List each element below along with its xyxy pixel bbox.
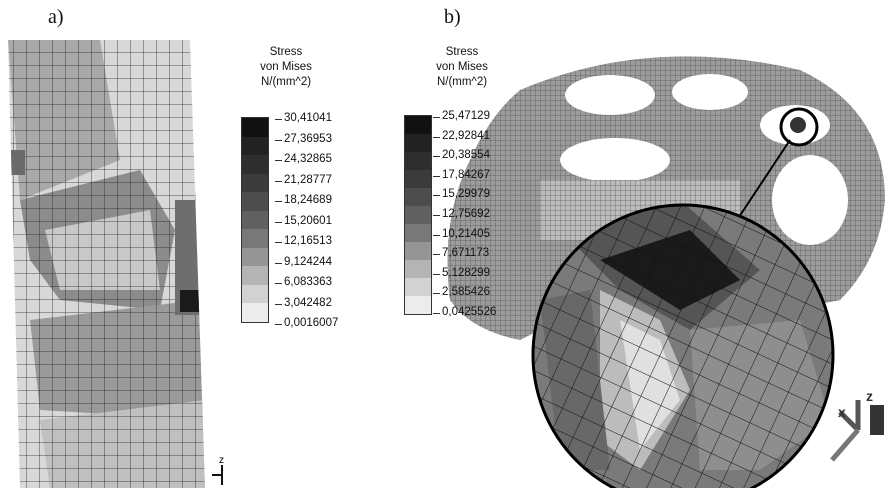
panel-b-legend-value: 25,47129	[433, 110, 490, 122]
panel-a-legend-swatch	[242, 173, 268, 193]
panel-a-legend-value: 24,32865	[275, 153, 332, 165]
panel-a-legend-swatch	[242, 229, 268, 248]
panel-b-legend-swatch	[405, 278, 431, 296]
panel-b-axis-z: z	[866, 388, 873, 404]
panel-a-legend-value: 30,41041	[275, 112, 332, 124]
panel-a-legend-value: 0,0016007	[274, 317, 339, 329]
panel-a-legend-value: 3,042482	[275, 296, 332, 309]
panel-b-zoom	[533, 205, 833, 488]
panel-a-legend-swatch	[242, 210, 268, 230]
panel-a-label: a)	[48, 6, 64, 28]
panel-a-legend-swatch	[242, 118, 268, 137]
panel-b-legend-value: 2,585426	[433, 286, 490, 299]
panel-a-legend-swatch	[242, 192, 268, 211]
panel-a-legend-swatch	[242, 247, 268, 267]
panel-b-legend-value: 15,29979	[433, 188, 490, 201]
panel-a-legend-value: 15,20601	[275, 214, 332, 227]
panel-a-axis-label: z	[219, 455, 224, 466]
panel-a-legend-value: 6,083363	[275, 276, 332, 288]
panel-a-legend-colorbar	[241, 117, 269, 323]
panel-b-legend-value: 7,671173	[432, 247, 490, 260]
panel-b-legend-swatch	[405, 116, 431, 134]
panel-b-legend-value: 0,0425526	[432, 306, 497, 318]
panel-a-mesh	[8, 40, 205, 488]
panel-b-legend-title: Stress von Mises N/(mm^2)	[436, 46, 488, 88]
panel-b-legend-colorbar	[404, 115, 432, 315]
panel-b-legend-swatch	[405, 170, 431, 188]
panel-a-legend-value: 21,28777	[275, 173, 332, 186]
panel-b-legend-value: 12,75692	[433, 208, 490, 220]
panel-b-legend-swatch	[405, 188, 431, 206]
panel-b-label: b)	[444, 6, 461, 28]
panel-b-legend-swatch	[405, 242, 431, 260]
axis-triad-icon	[830, 400, 884, 462]
panel-b-legend-swatch	[405, 152, 431, 170]
panel-a-legend-value: 9,124244	[275, 255, 332, 268]
panel-a-legend-swatch	[242, 155, 268, 174]
panel-a-legend-title: Stress von Mises N/(mm^2)	[260, 46, 312, 88]
panel-b-legend-swatch	[405, 224, 431, 242]
panel-b-legend-value: 20,38554	[433, 149, 490, 162]
panel-a-legend-value: 18,24689	[275, 194, 332, 206]
panel-b-legend-value: 22,92841	[433, 129, 490, 142]
panel-b-legend-value: 17,84267	[433, 168, 490, 181]
panel-b-legend-swatch	[405, 134, 431, 152]
panel-a-legend-swatch	[242, 284, 268, 304]
panel-a-legend-swatch	[242, 266, 268, 285]
panel-b-legend-swatch	[405, 206, 431, 224]
panel-b-legend-swatch	[405, 260, 431, 278]
panel-a-legend-swatch	[242, 136, 268, 156]
panel-b-legend-swatch	[405, 296, 431, 314]
panel-b-axis-x: x	[838, 404, 846, 420]
panel-b-legend-value: 5,128299	[433, 266, 490, 279]
panel-b-legend-value: 10,21405	[433, 227, 490, 240]
panel-a-legend-value: 12,16513	[275, 235, 332, 247]
panel-a-legend-swatch	[242, 303, 268, 322]
panel-a-legend-value: 27,36953	[275, 132, 332, 145]
